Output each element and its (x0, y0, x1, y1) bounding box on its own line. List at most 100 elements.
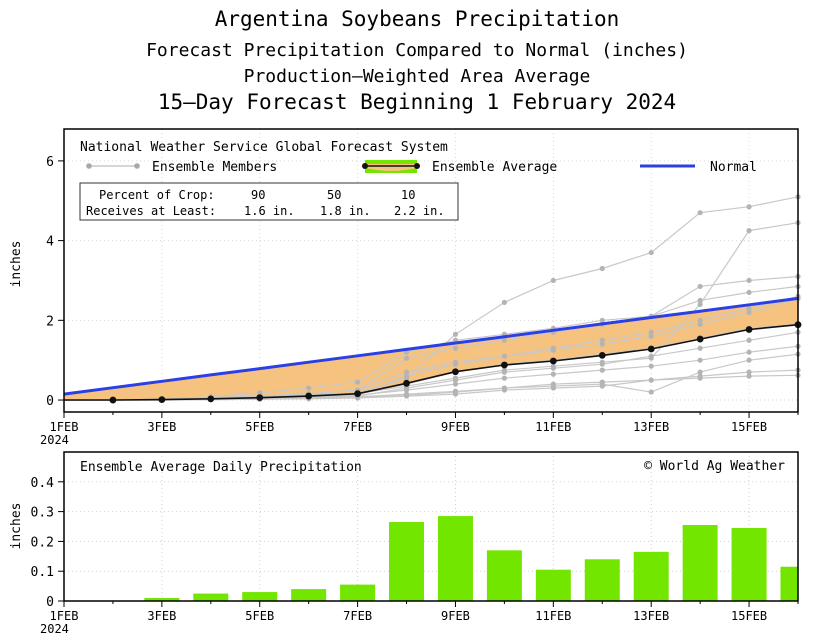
legend-model-name: National Weather Service Global Forecast… (80, 140, 448, 155)
crop-row2-value-90: 1.6 in. (244, 204, 295, 218)
member-point-11-7 (403, 393, 410, 399)
avg-point-6 (354, 390, 361, 398)
member-point-0-14 (746, 204, 752, 210)
member-point-2-8 (452, 345, 459, 351)
avg-point-12 (647, 345, 655, 353)
avg-point-8 (452, 368, 459, 376)
top-ytick-label-2: 4 (46, 235, 54, 250)
member-point-3-14 (746, 289, 752, 296)
bar-day-16 (780, 566, 798, 601)
bottom-y-axis-label: inches (9, 503, 24, 550)
crop-row1-value-90: 90 (251, 188, 265, 202)
top-xtick-label-5: 11FEB (535, 420, 571, 434)
top-xtick-label-1: 3FEB (147, 420, 176, 434)
crop-row2-label: Receives at Least: (86, 204, 216, 218)
member-point-3-11 (599, 317, 605, 323)
member-point-6-10 (550, 371, 556, 377)
top-ytick-label-3: 6 (46, 155, 54, 170)
member-point-6-14 (746, 349, 752, 355)
member-point-10-9 (501, 369, 507, 375)
bar-day-3 (144, 598, 180, 601)
top-xtick-year: 2024 (40, 433, 69, 447)
avg-point-4 (256, 394, 264, 402)
member-point-9-12 (648, 329, 654, 335)
member-point-11-13 (697, 373, 703, 379)
bottom-ytick-label-0: 0 (46, 595, 54, 610)
bar-day-15 (731, 527, 767, 601)
member-point-11-14 (746, 369, 752, 375)
avg-point-13 (696, 335, 704, 343)
member-point-11-9 (501, 387, 507, 393)
chart-subtitle: Forecast Precipitation Compared to Norma… (146, 40, 688, 61)
bottom-ytick-label-2: 0.2 (31, 535, 54, 550)
legend-members-point-2 (134, 163, 140, 169)
member-point-1-13 (697, 301, 703, 307)
member-point-6-8 (452, 381, 459, 387)
top-xtick-label-2: 5FEB (245, 420, 274, 434)
member-point-10-7 (403, 385, 410, 391)
member-point-2-14 (746, 277, 752, 284)
avg-point-7 (403, 379, 410, 387)
top-xtick-label-6: 13FEB (633, 420, 669, 434)
member-point-2-13 (697, 283, 703, 290)
avg-point-14 (745, 326, 753, 333)
member-point-0-8 (452, 331, 459, 337)
bottom-xtick-label-4: 9FEB (441, 609, 470, 623)
top-xtick-label-0: 1FEB (50, 420, 79, 434)
member-point-8-14 (746, 357, 752, 363)
member-point-4-7 (403, 369, 410, 375)
member-point-0-10 (550, 277, 556, 284)
member-point-4-14 (746, 309, 752, 315)
member-point-3-5 (306, 385, 312, 391)
member-point-11-11 (599, 383, 605, 389)
member-point-9-13 (697, 317, 703, 323)
crop-row2-value-10: 2.2 in. (394, 204, 445, 218)
member-point-4-11 (599, 341, 605, 347)
member-point-6-11 (599, 367, 605, 373)
copyright-credit: © World Ag Weather (644, 459, 785, 474)
avg-point-10 (549, 357, 557, 365)
bottom-xtick-label-7: 15FEB (731, 609, 767, 623)
legend-members-label: Ensemble Members (152, 160, 277, 175)
chart-title: Argentina Soybeans Precipitation (215, 7, 620, 31)
legend-average-point-2 (414, 163, 420, 169)
member-point-9-7 (403, 373, 410, 379)
avg-point-9 (501, 361, 508, 369)
avg-point-1 (109, 396, 117, 404)
top-y-axis: 0 2 4 6 (46, 155, 64, 409)
bar-day-11 (535, 569, 571, 601)
member-point-10-8 (452, 377, 459, 383)
chart-subtitle-2: Production—Weighted Area Average (244, 66, 591, 87)
member-point-11-10 (550, 385, 556, 391)
member-point-6-12 (648, 363, 654, 369)
legend-normal-label: Normal (710, 160, 757, 175)
member-point-10-11 (599, 361, 605, 367)
bar-day-6 (291, 589, 327, 601)
bottom-ytick-label-1: 0.1 (31, 565, 54, 580)
member-point-2-7 (403, 355, 410, 361)
member-point-0-12 (648, 249, 654, 256)
bottom-panel-title: Ensemble Average Daily Precipitation (80, 460, 362, 475)
ensemble-average-line (64, 323, 799, 401)
bar-day-7 (340, 584, 376, 601)
bar-day-4 (193, 593, 229, 601)
member-point-9-10 (550, 345, 556, 351)
bottom-xtick-label-6: 13FEB (633, 609, 669, 623)
avg-point-3 (207, 395, 215, 403)
member-point-7-14 (746, 373, 752, 379)
member-point-8-12 (648, 389, 654, 395)
member-point-0-13 (697, 210, 703, 216)
bottom-ytick-label-4: 0.4 (31, 476, 55, 491)
avg-point-2 (158, 396, 166, 404)
member-point-3-13 (697, 297, 703, 303)
crop-percent-box (79, 182, 459, 221)
member-point-9-11 (599, 337, 605, 343)
top-ytick-label-0: 0 (46, 394, 54, 409)
bar-day-5 (242, 592, 278, 601)
bottom-y-axis: 0 0.1 0.2 0.3 0.4 (31, 476, 64, 610)
top-xtick-label-4: 9FEB (441, 420, 470, 434)
